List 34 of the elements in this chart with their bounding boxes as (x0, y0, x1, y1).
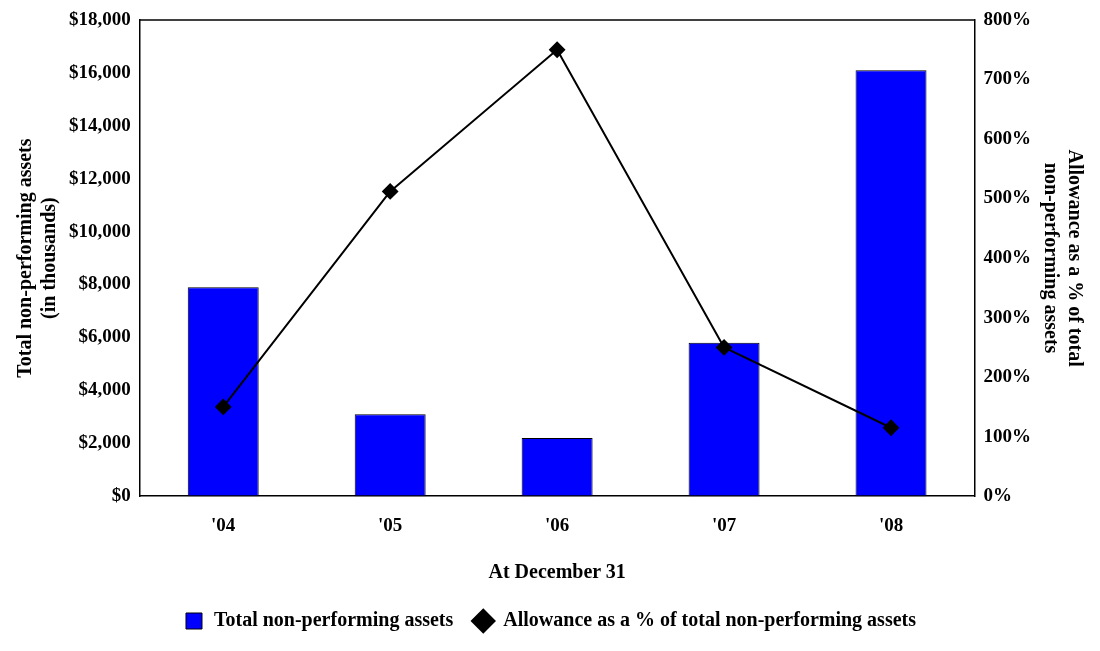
y2-tick-label: 0% (983, 484, 1012, 506)
y-axis-title: Total non-performing assets (in thousands) (13, 138, 61, 378)
y2-tick-label: 500% (983, 186, 1031, 208)
x-axis-title: At December 31 (488, 560, 626, 583)
x-tick-label: '06 (544, 513, 570, 535)
y2-tick-label: 100% (983, 424, 1031, 446)
y2-axis-title: Allowance as a % of total non-performing assets (1039, 149, 1087, 368)
y-tick-label: $12,000 (69, 166, 131, 188)
y-tick-label: $10,000 (69, 219, 131, 241)
y2-tick-label: 800% (983, 7, 1031, 29)
point (215, 398, 232, 415)
point (549, 41, 566, 58)
x-tick-label: '07 (711, 513, 737, 535)
x-tick-label: '04 (211, 513, 236, 535)
y2-tick-label: 700% (983, 67, 1031, 89)
y2-tick-label: 600% (983, 126, 1031, 148)
point (382, 183, 399, 200)
legend-label: Total non-performing assets (213, 608, 454, 632)
x-tick-label: '08 (878, 513, 904, 535)
point (716, 339, 733, 356)
y-tick-label: $6,000 (78, 325, 131, 347)
y2-tick-label: 200% (983, 365, 1031, 387)
legend-label: Allowance as a % of total non-performing assets (503, 608, 917, 632)
y2-tick-label: 400% (983, 246, 1031, 268)
y-tick-label: $14,000 (69, 113, 131, 135)
y-tick-label: $2,000 (78, 431, 131, 453)
y-tick-label: $18,000 (69, 7, 131, 29)
y-tick-label: $0 (111, 484, 131, 506)
point (883, 419, 900, 436)
x-tick-label: '05 (378, 513, 403, 535)
y2-tick-label: 300% (983, 305, 1031, 327)
y-tick-label: $16,000 (69, 60, 131, 82)
y-tick-label: $4,000 (78, 378, 131, 400)
y-tick-label: $8,000 (78, 272, 131, 294)
